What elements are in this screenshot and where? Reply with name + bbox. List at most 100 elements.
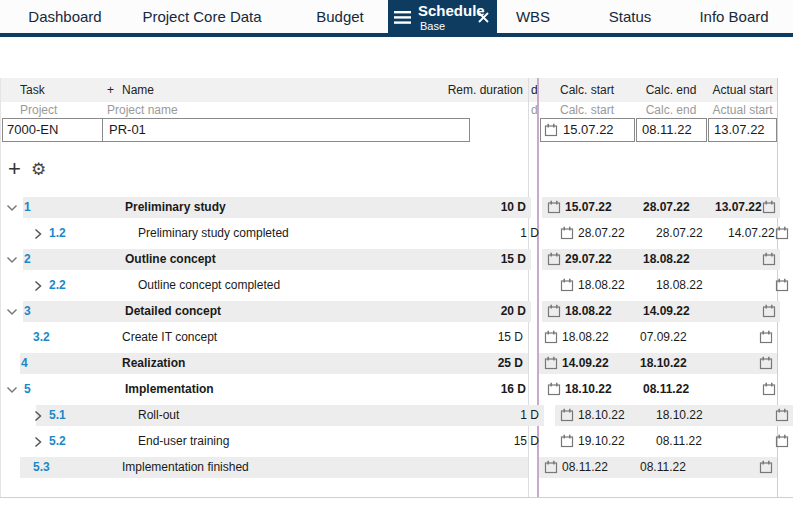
calendar-icon[interactable] bbox=[547, 252, 561, 269]
task-number[interactable]: 5.1 bbox=[49, 405, 66, 426]
header-name[interactable]: Name bbox=[122, 78, 154, 102]
task-calc-end[interactable]: 28.07.22 bbox=[656, 223, 703, 244]
task-calc-start[interactable]: 18.08.22 bbox=[578, 275, 625, 296]
task-name[interactable]: Preliminary study completed bbox=[138, 223, 289, 244]
project-actual-start-value[interactable]: 13.07.22 bbox=[714, 119, 765, 141]
task-number[interactable]: 5.2 bbox=[49, 431, 66, 452]
task-calc-end[interactable]: 08.11.22 bbox=[640, 457, 686, 478]
task-calc-end[interactable]: 08.11.22 bbox=[643, 379, 689, 400]
calendar-icon[interactable] bbox=[544, 356, 558, 373]
hamburger-menu-icon[interactable] bbox=[394, 10, 411, 23]
calendar-icon[interactable] bbox=[544, 123, 558, 141]
task-calc-start[interactable]: 18.08.22 bbox=[562, 327, 609, 348]
project-calc-start-field[interactable]: 15.07.22 bbox=[540, 118, 635, 142]
tab-budget[interactable]: Budget bbox=[316, 0, 364, 33]
calendar-icon[interactable] bbox=[775, 278, 789, 295]
task-row[interactable]: 3 Detailed concept 20 D 18.08.22 14.09.2… bbox=[3, 301, 793, 322]
task-calc-end[interactable]: 14.09.22 bbox=[643, 301, 690, 322]
task-number[interactable]: 4 bbox=[21, 353, 28, 374]
plus-icon[interactable]: + bbox=[107, 78, 114, 102]
task-calc-end[interactable]: 18.10.22 bbox=[640, 353, 687, 374]
task-name[interactable]: End-user training bbox=[138, 431, 229, 452]
task-row[interactable]: 3.2 Create IT concept 15 D 18.08.22 07.0… bbox=[0, 327, 793, 348]
task-number[interactable]: 2.2 bbox=[49, 275, 66, 296]
task-name[interactable]: Realization bbox=[122, 353, 185, 374]
calendar-icon[interactable] bbox=[560, 408, 574, 425]
task-name[interactable]: Outline concept bbox=[125, 249, 216, 270]
add-task-button[interactable]: + bbox=[8, 156, 21, 182]
calendar-icon[interactable] bbox=[775, 434, 789, 451]
task-calc-start[interactable]: 08.11.22 bbox=[562, 457, 608, 478]
task-actual-start[interactable]: 14.07.22 bbox=[728, 223, 775, 244]
task-rem-duration[interactable]: 15 D bbox=[436, 431, 539, 452]
project-calc-end-value[interactable]: 08.11.22 bbox=[642, 119, 692, 141]
task-calc-end[interactable]: 18.08.22 bbox=[656, 275, 703, 296]
task-rem-duration[interactable]: 1 D bbox=[436, 405, 539, 426]
calendar-icon[interactable] bbox=[762, 200, 776, 217]
calendar-icon[interactable] bbox=[759, 356, 773, 373]
task-number[interactable]: 5.3 bbox=[33, 457, 50, 478]
header-calc-start[interactable]: Calc. start bbox=[540, 78, 634, 102]
chevron-right-icon[interactable] bbox=[32, 410, 44, 425]
task-name[interactable]: Roll-out bbox=[138, 405, 179, 426]
task-calc-end[interactable]: 18.08.22 bbox=[643, 249, 690, 270]
header-rem-duration[interactable]: Rem. duration bbox=[420, 78, 523, 102]
task-actual-start[interactable]: 13.07.22 bbox=[715, 197, 762, 218]
chevron-down-icon[interactable] bbox=[6, 384, 18, 399]
chevron-right-icon[interactable] bbox=[32, 436, 44, 451]
project-id-field[interactable]: 7000-EN bbox=[3, 119, 103, 141]
gear-icon[interactable]: ⚙ bbox=[31, 159, 46, 181]
calendar-icon[interactable] bbox=[775, 408, 789, 425]
task-calc-start[interactable]: 14.09.22 bbox=[562, 353, 609, 374]
task-row[interactable]: 5.1 Roll-out 1 D 18.10.22 18.10.22 bbox=[16, 405, 793, 426]
task-calc-start[interactable]: 19.10.22 bbox=[578, 431, 625, 452]
task-row[interactable]: 5 Implementation 16 D 18.10.22 08.11.22 bbox=[3, 379, 793, 400]
task-number[interactable]: 3 bbox=[24, 301, 31, 322]
calendar-icon[interactable] bbox=[759, 460, 773, 477]
calendar-icon[interactable] bbox=[762, 382, 776, 399]
chevron-down-icon[interactable] bbox=[6, 202, 18, 217]
tab-wbs[interactable]: WBS bbox=[516, 0, 550, 33]
chevron-right-icon[interactable] bbox=[32, 280, 44, 295]
task-name[interactable]: Create IT concept bbox=[122, 327, 217, 348]
task-calc-end[interactable]: 08.11.22 bbox=[656, 431, 702, 452]
task-calc-end[interactable]: 18.10.22 bbox=[656, 405, 703, 426]
task-calc-start[interactable]: 18.10.22 bbox=[578, 405, 625, 426]
task-number[interactable]: 1.2 bbox=[49, 223, 66, 244]
calendar-icon[interactable] bbox=[560, 278, 574, 295]
task-row[interactable]: 2 Outline concept 15 D 29.07.22 18.08.22 bbox=[3, 249, 793, 270]
task-row[interactable]: 5.3 Implementation finished 08.11.22 08.… bbox=[0, 457, 793, 478]
task-calc-start[interactable]: 28.07.22 bbox=[578, 223, 625, 244]
task-number[interactable]: 1 bbox=[24, 197, 31, 218]
task-rem-duration[interactable]: 15 D bbox=[420, 327, 523, 348]
task-calc-start[interactable]: 18.08.22 bbox=[565, 301, 612, 322]
header-task[interactable]: Task bbox=[20, 78, 45, 102]
task-row[interactable]: 2.2 Outline concept completed 18.08.22 1… bbox=[16, 275, 793, 296]
header-actual-start[interactable]: Actual start bbox=[708, 78, 777, 102]
task-rem-duration[interactable]: 16 D bbox=[423, 379, 526, 400]
chevron-down-icon[interactable] bbox=[6, 306, 18, 321]
tab-info-board[interactable]: Info Board bbox=[699, 0, 768, 33]
calendar-icon[interactable] bbox=[762, 252, 776, 269]
task-row[interactable]: 1.2 Preliminary study completed 1 D 28.0… bbox=[16, 223, 793, 244]
close-icon[interactable] bbox=[478, 9, 489, 20]
calendar-icon[interactable] bbox=[560, 434, 574, 451]
task-number[interactable]: 5 bbox=[24, 379, 31, 400]
task-name[interactable]: Implementation bbox=[125, 379, 214, 400]
task-rem-duration[interactable]: 25 D bbox=[420, 353, 523, 374]
project-calc-end-field[interactable]: 08.11.22 bbox=[636, 118, 707, 142]
task-rem-duration[interactable]: 20 D bbox=[423, 301, 526, 322]
calendar-icon[interactable] bbox=[775, 226, 789, 243]
calendar-icon[interactable] bbox=[759, 330, 773, 347]
task-number[interactable]: 3.2 bbox=[33, 327, 50, 348]
task-rem-duration[interactable]: 1 D bbox=[436, 223, 539, 244]
chevron-down-icon[interactable] bbox=[6, 254, 18, 269]
task-row[interactable]: 4 Realization 25 D 14.09.22 18.10.22 bbox=[0, 353, 793, 374]
task-calc-start[interactable]: 15.07.22 bbox=[565, 197, 612, 218]
calendar-icon[interactable] bbox=[547, 304, 561, 321]
tab-status[interactable]: Status bbox=[609, 0, 652, 33]
task-name[interactable]: Outline concept completed bbox=[138, 275, 280, 296]
calendar-icon[interactable] bbox=[762, 304, 776, 321]
calendar-icon[interactable] bbox=[544, 330, 558, 347]
calendar-icon[interactable] bbox=[560, 226, 574, 243]
